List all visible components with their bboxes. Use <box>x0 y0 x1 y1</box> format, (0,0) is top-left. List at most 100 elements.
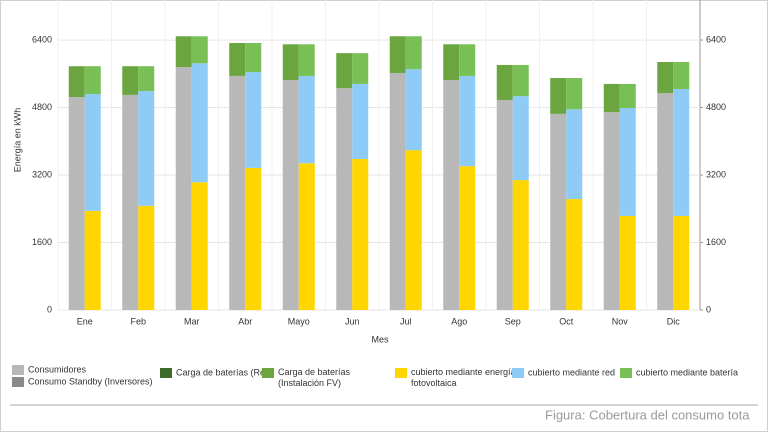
bar <box>566 78 583 110</box>
bar <box>298 163 315 310</box>
bar <box>282 80 299 311</box>
y-tick-label: 0 <box>47 304 52 314</box>
caption: Figura: Cobertura del consumo tota <box>545 407 750 422</box>
bar <box>459 44 476 76</box>
legend-swatch <box>160 368 172 378</box>
bar <box>603 83 620 113</box>
x-tick-label: Sep <box>505 316 521 326</box>
bar <box>191 36 208 64</box>
bar <box>405 150 422 310</box>
bar <box>84 66 101 95</box>
x-tick-label: Mayo <box>288 316 310 326</box>
legend-swatch <box>262 368 274 378</box>
legend-swatch <box>12 365 24 375</box>
bar <box>673 62 690 89</box>
y-axis-label: Energía en kWh <box>12 108 22 173</box>
bar <box>443 44 460 81</box>
bar <box>191 63 208 183</box>
legend-label: Consumidores <box>28 364 87 374</box>
bar <box>68 97 85 310</box>
bar <box>336 88 353 310</box>
bar <box>138 91 155 206</box>
bar <box>352 83 369 160</box>
bar <box>175 36 192 68</box>
x-tick-label: Mar <box>184 316 200 326</box>
y2-tick-label: 1600 <box>706 237 726 247</box>
bar <box>245 167 262 310</box>
bar <box>389 36 406 73</box>
bar <box>336 53 353 89</box>
bar <box>405 69 422 151</box>
x-tick-label: Jun <box>345 316 360 326</box>
bar <box>352 159 369 310</box>
bar <box>496 64 513 100</box>
bar <box>245 43 262 73</box>
bar <box>229 75 246 310</box>
x-axis-label: Mes <box>371 334 389 344</box>
bar <box>138 205 155 310</box>
bar <box>459 75 476 167</box>
x-tick-label: Dic <box>667 316 680 326</box>
bar <box>459 166 476 310</box>
legend-label: Carga de baterías (Red) <box>176 367 273 377</box>
bar <box>619 107 636 216</box>
bar <box>657 93 674 311</box>
y2-tick-label: 0 <box>706 304 711 314</box>
x-tick-label: Feb <box>130 316 146 326</box>
legend-label: Consumo Standby (Inversores) <box>28 376 153 386</box>
bar <box>84 94 101 211</box>
legend-swatch <box>512 368 524 378</box>
legend-label: Carga de baterías (Instalación FV) <box>278 367 351 388</box>
bar <box>282 44 299 81</box>
bar <box>175 67 192 311</box>
y2-tick-label: 6400 <box>706 34 726 44</box>
bar <box>550 113 567 310</box>
bar <box>619 83 636 108</box>
bar <box>405 36 422 70</box>
x-tick-label: Nov <box>612 316 629 326</box>
bar <box>512 96 529 181</box>
bar <box>443 80 460 311</box>
x-tick-label: Ago <box>451 316 467 326</box>
bar <box>122 66 139 95</box>
bar <box>298 75 315 164</box>
bar <box>138 66 155 92</box>
x-tick-label: Abr <box>238 316 252 326</box>
bar <box>245 72 262 168</box>
x-tick-label: Oct <box>559 316 574 326</box>
bar <box>619 215 636 310</box>
legend-label: cubierto mediante batería <box>636 367 738 377</box>
bar <box>550 78 567 114</box>
y-tick-label: 6400 <box>32 34 52 44</box>
y-tick-label: 4800 <box>32 102 52 112</box>
y-tick-label: 1600 <box>32 237 52 247</box>
bar <box>298 44 315 76</box>
bar <box>229 43 246 76</box>
legend-swatch <box>12 377 24 387</box>
bar <box>389 72 406 310</box>
y-tick-label: 3200 <box>32 169 52 179</box>
bar <box>673 88 690 216</box>
bar <box>122 94 139 311</box>
y2-tick-label: 4800 <box>706 102 726 112</box>
bar <box>352 53 369 84</box>
y2-tick-label: 3200 <box>706 169 726 179</box>
x-tick-label: Ene <box>77 316 93 326</box>
bar <box>566 199 583 310</box>
bar <box>512 180 529 310</box>
bar <box>657 62 674 94</box>
x-tick-label: Jul <box>400 316 412 326</box>
bar <box>68 66 85 98</box>
bar <box>496 99 513 310</box>
bar <box>603 112 620 310</box>
bar <box>84 210 101 310</box>
bar <box>512 64 529 97</box>
legend-label: cubierto mediante energía fotovoltaica <box>411 367 516 388</box>
bar <box>673 215 690 310</box>
bar <box>191 182 208 310</box>
legend-label: cubierto mediante red <box>528 367 615 377</box>
bar <box>566 109 583 200</box>
legend-swatch <box>395 368 407 378</box>
legend-swatch <box>620 368 632 378</box>
